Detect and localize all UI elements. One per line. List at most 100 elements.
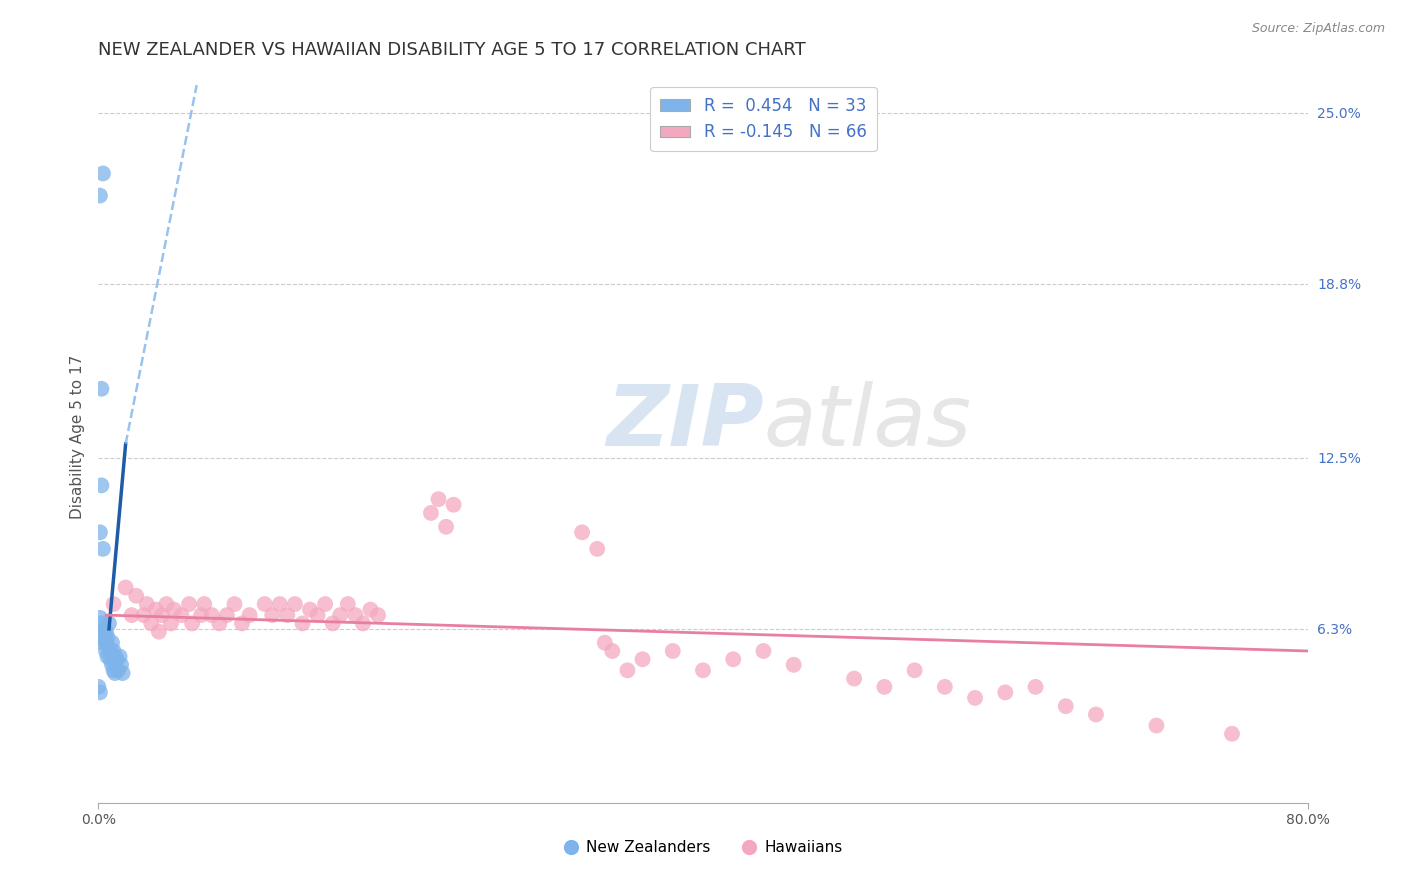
Point <box>1024 680 1046 694</box>
Point <box>322 616 344 631</box>
Point <box>90 478 112 492</box>
Point <box>105 652 128 666</box>
Point <box>269 597 291 611</box>
Point <box>1085 707 1108 722</box>
Point <box>904 663 927 677</box>
Point <box>443 498 465 512</box>
Point <box>420 506 443 520</box>
Point <box>284 597 307 611</box>
Point <box>276 608 298 623</box>
Point <box>783 657 806 672</box>
Point <box>1220 727 1243 741</box>
Point <box>121 608 143 623</box>
Point <box>94 636 117 650</box>
Point <box>314 597 336 611</box>
Point <box>103 597 125 611</box>
Point <box>1144 718 1167 732</box>
Point <box>89 611 111 625</box>
Point <box>208 616 231 631</box>
Point <box>108 649 131 664</box>
Point <box>723 652 745 666</box>
Point <box>91 636 114 650</box>
Point <box>101 636 124 650</box>
Point <box>752 644 775 658</box>
Point <box>215 608 238 623</box>
Point <box>593 636 616 650</box>
Point <box>110 657 132 672</box>
Point <box>873 680 896 694</box>
Point <box>344 608 367 623</box>
Point <box>89 188 111 202</box>
Point <box>90 616 112 631</box>
Point <box>107 663 129 677</box>
Text: atlas: atlas <box>763 381 972 464</box>
Text: ZIP: ZIP <box>606 381 763 464</box>
Point <box>994 685 1017 699</box>
Point <box>160 616 183 631</box>
Point <box>148 624 170 639</box>
Point <box>239 608 262 623</box>
Point <box>145 602 167 616</box>
Text: NEW ZEALANDER VS HAWAIIAN DISABILITY AGE 5 TO 17 CORRELATION CHART: NEW ZEALANDER VS HAWAIIAN DISABILITY AGE… <box>98 41 806 59</box>
Point <box>170 608 193 623</box>
Point <box>181 616 204 631</box>
Point <box>352 616 374 631</box>
Point <box>91 166 114 180</box>
Point <box>89 525 111 540</box>
Point <box>367 608 389 623</box>
Point <box>98 641 121 656</box>
Point <box>87 680 110 694</box>
Point <box>91 624 114 639</box>
Point <box>262 608 284 623</box>
Point <box>231 616 253 631</box>
Point <box>965 690 987 705</box>
Point <box>94 624 117 639</box>
Point <box>93 632 115 647</box>
Point <box>103 663 125 677</box>
Text: Source: ZipAtlas.com: Source: ZipAtlas.com <box>1251 22 1385 36</box>
Point <box>91 541 114 556</box>
Point <box>114 581 136 595</box>
Point <box>571 525 593 540</box>
Point <box>329 608 352 623</box>
Point <box>98 616 121 631</box>
Point <box>94 644 117 658</box>
Point <box>253 597 276 611</box>
Point <box>631 652 654 666</box>
Point <box>96 649 118 664</box>
Point <box>179 597 201 611</box>
Point <box>844 672 866 686</box>
Point <box>190 608 212 623</box>
Point <box>934 680 956 694</box>
Point <box>155 597 177 611</box>
Point <box>103 644 125 658</box>
Point <box>101 657 124 672</box>
Point <box>104 649 127 664</box>
Legend: New Zealanders, Hawaiians: New Zealanders, Hawaiians <box>557 834 849 861</box>
Point <box>336 597 359 611</box>
Point <box>132 608 155 623</box>
Point <box>661 644 683 658</box>
Point <box>602 644 624 658</box>
Point <box>427 492 450 507</box>
Point <box>616 663 638 677</box>
Point <box>125 589 148 603</box>
Point <box>201 608 224 623</box>
Point <box>1054 699 1077 714</box>
Point <box>224 597 246 611</box>
Point <box>291 616 314 631</box>
Point <box>434 520 457 534</box>
Point <box>150 608 173 623</box>
Point <box>299 602 322 616</box>
Point <box>586 541 609 556</box>
Point <box>90 382 112 396</box>
Point <box>163 602 186 616</box>
Y-axis label: Disability Age 5 to 17: Disability Age 5 to 17 <box>69 355 84 519</box>
Point <box>111 666 134 681</box>
Point <box>93 622 115 636</box>
Point <box>193 597 215 611</box>
Point <box>307 608 329 623</box>
Point <box>96 630 118 644</box>
Point <box>104 666 127 681</box>
Point <box>135 597 157 611</box>
